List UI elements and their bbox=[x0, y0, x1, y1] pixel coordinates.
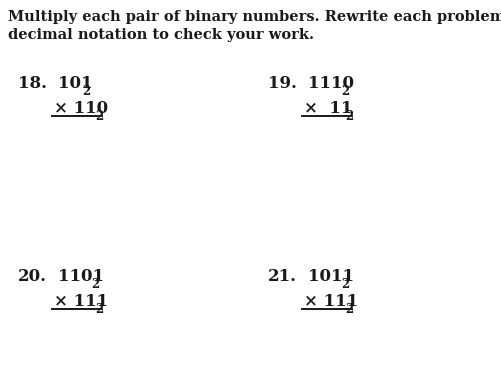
Text: 101: 101 bbox=[58, 75, 92, 92]
Text: 2: 2 bbox=[91, 278, 99, 291]
Text: 1011: 1011 bbox=[308, 268, 353, 285]
Text: decimal notation to check your work.: decimal notation to check your work. bbox=[8, 28, 313, 42]
Text: ×  11: × 11 bbox=[304, 100, 352, 117]
Text: 2: 2 bbox=[340, 278, 348, 291]
Text: 19.: 19. bbox=[268, 75, 296, 92]
Text: × 111: × 111 bbox=[54, 293, 108, 310]
Text: 2: 2 bbox=[83, 85, 91, 98]
Text: Multiply each pair of binary numbers. Rewrite each problem in: Multiply each pair of binary numbers. Re… bbox=[8, 10, 501, 24]
Text: 2: 2 bbox=[95, 110, 103, 123]
Text: 21.: 21. bbox=[268, 268, 297, 285]
Text: × 111: × 111 bbox=[304, 293, 357, 310]
Text: 20.: 20. bbox=[18, 268, 47, 285]
Text: 18.: 18. bbox=[18, 75, 47, 92]
Text: 1101: 1101 bbox=[58, 268, 104, 285]
Text: 2: 2 bbox=[344, 303, 353, 316]
Text: 2: 2 bbox=[344, 110, 353, 123]
Text: × 110: × 110 bbox=[54, 100, 108, 117]
Text: 2: 2 bbox=[340, 85, 348, 98]
Text: 1110: 1110 bbox=[308, 75, 353, 92]
Text: 2: 2 bbox=[95, 303, 103, 316]
